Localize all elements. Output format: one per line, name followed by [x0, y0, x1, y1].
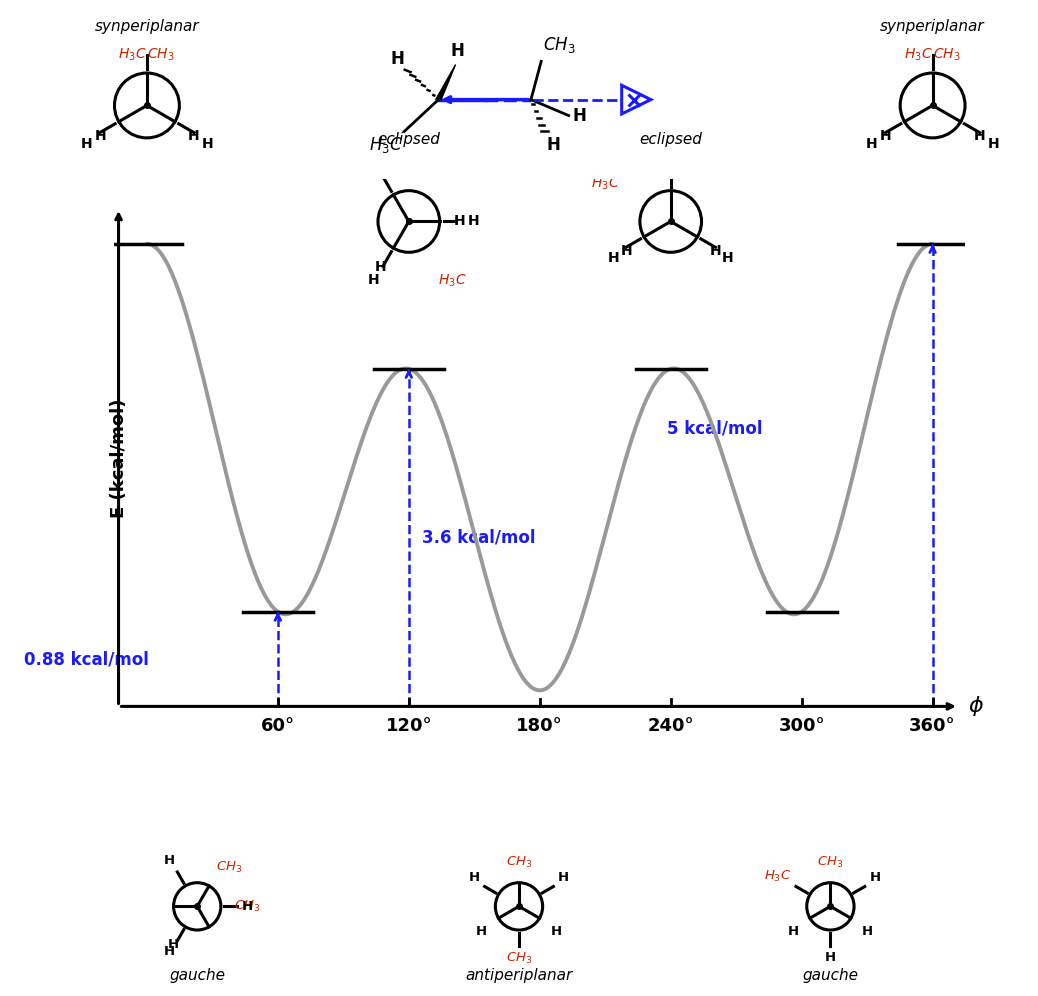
Text: H: H [164, 855, 174, 868]
Text: H: H [164, 945, 174, 958]
Text: $H_3C$: $H_3C$ [591, 175, 620, 192]
Polygon shape [436, 65, 456, 100]
Text: $CH_3$: $CH_3$ [147, 47, 174, 64]
Text: H: H [974, 128, 985, 143]
Text: $CH_3$: $CH_3$ [506, 855, 532, 870]
Text: 5 kcal/mol: 5 kcal/mol [666, 420, 762, 438]
Text: H: H [81, 137, 92, 151]
Text: H: H [242, 899, 253, 913]
Text: $CH_3$: $CH_3$ [506, 951, 532, 966]
Text: $CH_3$: $CH_3$ [216, 860, 242, 874]
Text: H: H [722, 251, 734, 265]
Text: E (kcal/mol): E (kcal/mol) [110, 398, 128, 518]
Text: H: H [168, 938, 179, 951]
Text: H: H [375, 260, 386, 274]
Text: H: H [188, 128, 199, 143]
Text: H: H [863, 924, 873, 937]
Text: H: H [709, 244, 721, 258]
Text: H: H [987, 137, 999, 151]
Text: $CH_3$: $CH_3$ [932, 47, 960, 64]
Text: $H_3C$: $H_3C$ [764, 869, 792, 883]
Text: 120°: 120° [385, 717, 432, 735]
Text: 60°: 60° [261, 717, 295, 735]
Text: $H_3C$: $H_3C$ [438, 273, 467, 289]
Text: gauche: gauche [169, 968, 225, 983]
Text: H: H [94, 128, 106, 143]
Text: 300°: 300° [778, 717, 825, 735]
Text: $H_3C$: $H_3C$ [118, 47, 147, 64]
Text: H: H [572, 107, 585, 124]
Text: synperiplanar: synperiplanar [880, 19, 985, 34]
Text: 240°: 240° [648, 717, 694, 735]
Text: gauche: gauche [802, 968, 858, 983]
Text: 0.88 kcal/mol: 0.88 kcal/mol [24, 650, 149, 668]
Text: H: H [608, 251, 620, 265]
Text: eclipsed: eclipsed [378, 131, 440, 146]
Text: H: H [454, 214, 465, 228]
Text: H: H [866, 137, 878, 151]
Text: antiperiplanar: antiperiplanar [465, 968, 573, 983]
Text: 180°: 180° [516, 717, 564, 735]
Text: $CH_3$: $CH_3$ [234, 898, 261, 914]
Text: $H_3C$: $H_3C$ [357, 165, 386, 181]
Text: H: H [390, 50, 404, 68]
Text: $H_3C$: $H_3C$ [656, 158, 685, 175]
Text: H: H [468, 214, 480, 228]
Text: $\phi$: $\phi$ [967, 694, 983, 718]
Text: 3.6 kcal/mol: 3.6 kcal/mol [421, 529, 536, 547]
Text: H: H [551, 924, 562, 937]
Text: $H_3C$: $H_3C$ [368, 134, 403, 154]
Text: H: H [367, 273, 379, 287]
Text: H: H [476, 924, 487, 937]
Text: eclipsed: eclipsed [639, 131, 702, 146]
Text: synperiplanar: synperiplanar [94, 19, 199, 34]
Text: H: H [546, 136, 561, 154]
FancyBboxPatch shape [334, 12, 693, 187]
Text: $CH_3$: $CH_3$ [817, 855, 844, 870]
Text: H: H [621, 244, 632, 258]
Text: H: H [469, 871, 481, 883]
Text: H: H [788, 924, 798, 937]
Text: H: H [450, 42, 464, 60]
Text: H: H [825, 951, 836, 964]
Text: $H_3C$: $H_3C$ [904, 47, 932, 64]
Text: H: H [557, 871, 569, 883]
Text: H: H [880, 128, 892, 143]
Text: $CH_3$: $CH_3$ [543, 35, 575, 55]
Text: 360°: 360° [909, 717, 956, 735]
Text: H: H [201, 137, 214, 151]
Text: H: H [869, 871, 880, 883]
